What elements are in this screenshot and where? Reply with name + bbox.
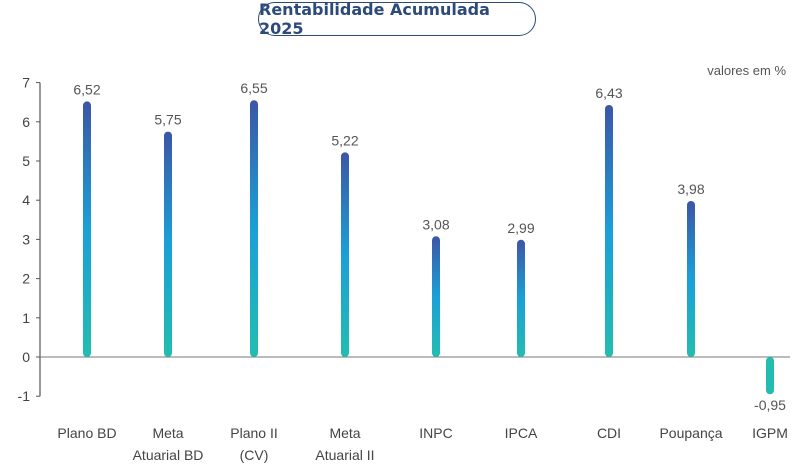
y-tick-label: 4	[22, 192, 30, 208]
y-tick-label: 3	[22, 231, 30, 247]
category-label: (CV)	[240, 447, 269, 463]
y-tick-label: 6	[22, 114, 30, 130]
category-label: CDI	[597, 425, 621, 441]
category-label: Meta	[329, 425, 360, 441]
bar	[766, 357, 774, 395]
y-tick-label: -1	[18, 388, 31, 404]
data-label: 3,08	[422, 216, 449, 232]
bar	[605, 104, 613, 357]
bar	[250, 100, 258, 358]
chart-title: Rentabilidade Acumulada 2025	[258, 0, 536, 38]
data-label: 2,99	[507, 220, 534, 236]
data-label: 6,43	[595, 85, 622, 101]
bar	[164, 131, 172, 357]
data-label: 6,55	[240, 80, 267, 96]
y-tick-label: 2	[22, 271, 30, 287]
data-label: -0,95	[754, 397, 786, 413]
y-tick-label: 1	[22, 310, 30, 326]
bar	[341, 152, 349, 357]
category-label: Atuarial BD	[133, 447, 204, 463]
bar	[517, 239, 525, 357]
y-tick-label: 5	[22, 153, 30, 169]
category-label: INPC	[419, 425, 452, 441]
category-label: Plano II	[230, 425, 277, 441]
unit-label: valores em %	[707, 63, 786, 78]
y-tick-label: 0	[22, 349, 30, 365]
category-label: Plano BD	[57, 425, 116, 441]
data-label: 6,52	[73, 81, 100, 97]
category-label: Atuarial II	[315, 447, 374, 463]
y-tick-label: 7	[22, 75, 30, 91]
category-label: Meta	[152, 425, 183, 441]
data-label: 3,98	[677, 181, 704, 197]
data-label: 5,22	[331, 132, 358, 148]
bar	[83, 101, 91, 357]
bar	[432, 236, 440, 357]
data-label: 5,75	[154, 112, 181, 128]
category-label: IPCA	[505, 425, 538, 441]
category-label: Poupança	[659, 425, 722, 441]
bar	[687, 200, 695, 357]
category-label: IGPM	[752, 425, 788, 441]
